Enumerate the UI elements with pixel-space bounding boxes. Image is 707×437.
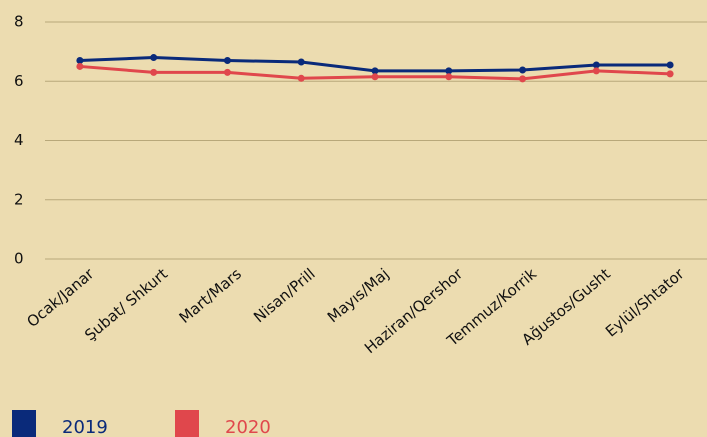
point xyxy=(223,57,231,65)
point xyxy=(150,54,158,62)
point xyxy=(150,68,158,76)
point xyxy=(297,74,305,82)
y-tick-label: 8 xyxy=(14,13,24,31)
point xyxy=(519,75,527,83)
point xyxy=(592,61,600,69)
point xyxy=(666,61,674,69)
point xyxy=(445,67,453,75)
y-tick-label: 2 xyxy=(14,190,24,208)
point xyxy=(297,58,305,66)
y-tick-label: 4 xyxy=(14,131,24,149)
point xyxy=(223,68,231,76)
y-tick-label: 0 xyxy=(14,250,24,268)
point xyxy=(445,73,453,81)
point xyxy=(592,67,600,75)
point xyxy=(519,66,527,74)
point xyxy=(76,62,84,70)
legend-label: 2020 xyxy=(225,417,271,437)
legend-label: 2019 xyxy=(62,417,108,437)
point xyxy=(76,57,84,65)
point xyxy=(666,70,674,78)
y-tick-label: 6 xyxy=(14,72,24,90)
legend-swatch xyxy=(12,410,36,437)
point xyxy=(371,73,379,81)
legend-swatch xyxy=(175,410,199,437)
point xyxy=(371,67,379,75)
